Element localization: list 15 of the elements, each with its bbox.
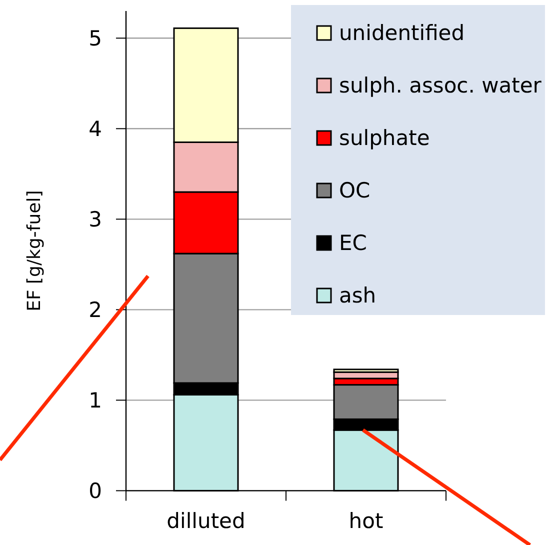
legend-label: EC [339, 231, 367, 255]
y-axis-title: EF [g/kg-fuel] [24, 190, 45, 312]
y-tick-label: 0 [88, 479, 102, 504]
y-tick-label: 3 [88, 208, 102, 232]
legend-label: OC [339, 178, 370, 202]
legend-label: sulph. assoc. water [339, 74, 542, 98]
legend-label: sulphate [339, 126, 430, 150]
y-tick-label: 1 [88, 388, 102, 413]
x-tick-label: dilluted [166, 509, 246, 533]
y-tick-label: 5 [88, 26, 102, 51]
legend-label: unidentified [339, 21, 465, 45]
y-tick-label: 2 [88, 298, 102, 322]
x-tick-label: hot [348, 509, 384, 533]
y-tick-label: 4 [88, 117, 102, 142]
legend-label: ash [339, 284, 376, 308]
